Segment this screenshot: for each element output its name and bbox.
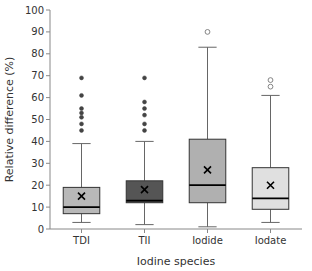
median — [252, 197, 289, 199]
x-tick — [270, 229, 271, 233]
cap-low — [72, 222, 90, 223]
box-group — [63, 76, 100, 223]
y-tick — [46, 185, 50, 186]
y-tick-label: 20 — [31, 180, 44, 191]
median — [126, 200, 163, 202]
whisker-low — [144, 203, 145, 225]
box-group — [252, 78, 289, 223]
y-tick-label: 10 — [31, 202, 44, 213]
box-group — [189, 30, 226, 227]
y-tick — [46, 10, 50, 11]
y-tick-label: 30 — [31, 158, 44, 169]
whisker-low — [81, 214, 82, 223]
x-tick-label: TDI — [72, 235, 90, 246]
y-tick-label: 50 — [31, 114, 44, 125]
y-tick — [46, 53, 50, 54]
x-axis-line — [50, 229, 302, 230]
y-tick-label: 40 — [31, 136, 44, 147]
y-tick-label: 70 — [31, 70, 44, 81]
mean-marker — [141, 186, 148, 193]
x-tick — [207, 229, 208, 233]
mean-marker — [267, 182, 274, 189]
x-tick-label: Iodate — [255, 235, 287, 246]
flier — [205, 30, 210, 35]
flier — [143, 107, 147, 111]
flier — [143, 128, 147, 132]
x-tick — [81, 229, 82, 233]
cap-high — [72, 143, 90, 144]
cap-high — [198, 47, 216, 48]
flier — [143, 113, 147, 117]
whisker-low — [270, 209, 271, 222]
y-tick — [46, 163, 50, 164]
y-tick — [46, 75, 50, 76]
y-tick — [46, 31, 50, 32]
y-tick — [46, 97, 50, 98]
flier — [80, 122, 84, 126]
flier — [143, 100, 147, 104]
axes: 0 10 20 30 40 50 60 70 80 90 100 TDI TII Iodide Iodate — [25, 5, 302, 247]
x-tick-label: TII — [137, 235, 150, 246]
cap-low — [261, 222, 279, 223]
plot-area — [63, 30, 289, 227]
box — [189, 139, 226, 203]
cap-high — [261, 95, 279, 96]
cap-high — [135, 141, 153, 142]
y-tick — [46, 119, 50, 120]
chart: 0 10 20 30 40 50 60 70 80 90 100 TDI TII Iodide Iodate… — [0, 0, 312, 271]
flier — [268, 78, 273, 83]
y-tick-label: 90 — [31, 26, 44, 37]
x-axis-label: Iodine species — [137, 255, 216, 268]
y-axis-label: Relative difference (%) — [3, 57, 16, 183]
flier — [143, 76, 147, 80]
cap-low — [198, 226, 216, 227]
cap-low — [135, 224, 153, 225]
y-tick-label: 60 — [31, 92, 44, 103]
flier — [80, 111, 84, 115]
flier — [143, 122, 147, 126]
box-group — [126, 76, 163, 225]
mean-marker — [204, 166, 211, 173]
box — [63, 187, 100, 213]
whisker-high — [270, 95, 271, 167]
flier — [80, 128, 84, 132]
whisker-low — [207, 203, 208, 227]
y-tick — [46, 229, 50, 230]
whisker-high — [144, 141, 145, 180]
y-tick — [46, 207, 50, 208]
y-tick-label: 0 — [38, 224, 44, 235]
x-tick — [144, 229, 145, 233]
flier — [80, 76, 84, 80]
y-tick — [46, 141, 50, 142]
chart-container: 0 10 20 30 40 50 60 70 80 90 100 TDI TII Iodide Iodate… — [0, 0, 312, 271]
x-tick-label: Iodide — [192, 235, 223, 246]
median — [63, 206, 100, 208]
whisker-high — [81, 144, 82, 188]
median — [189, 184, 226, 186]
y-tick-label: 80 — [31, 48, 44, 59]
flier — [268, 84, 273, 89]
box — [252, 168, 289, 210]
whisker-high — [207, 47, 208, 139]
box — [126, 181, 163, 203]
flier — [80, 115, 84, 119]
y-tick-label: 100 — [25, 5, 44, 16]
y-axis-line — [50, 10, 51, 229]
mean-marker — [78, 193, 85, 200]
flier — [80, 93, 84, 97]
flier — [80, 107, 84, 111]
